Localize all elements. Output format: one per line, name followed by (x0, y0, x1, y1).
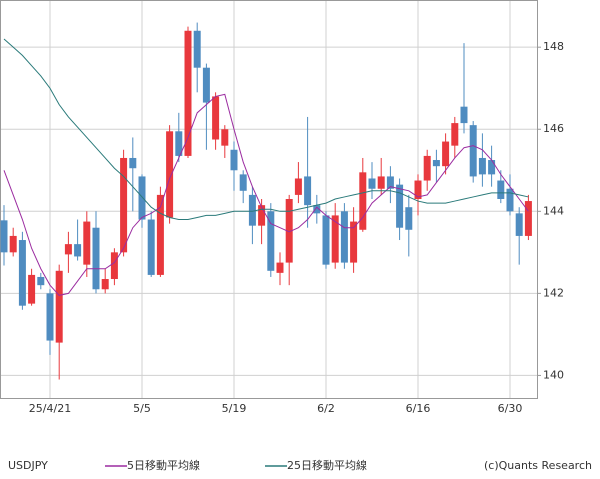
x-tick-label: 6/2 (317, 402, 335, 415)
candle-body (221, 129, 229, 146)
y-tick-label: 144 (543, 204, 564, 217)
candle-body (64, 244, 72, 255)
candle-body (506, 188, 514, 212)
candle-body (267, 211, 275, 271)
moving-average (3, 93, 529, 296)
candle-body (451, 123, 459, 146)
legend-label: 5日移動平均線 (127, 458, 200, 472)
candle-body (166, 131, 174, 218)
candle-body (386, 176, 394, 189)
candle-body (83, 221, 91, 265)
candle-body (239, 174, 247, 191)
candle-body (313, 205, 321, 214)
y-tick-label: 148 (543, 40, 564, 53)
candle-body (340, 211, 348, 263)
candle-body (156, 194, 164, 275)
candle-body (193, 30, 201, 68)
candle-body (469, 125, 477, 177)
candle-body (101, 279, 109, 290)
candle-body (28, 274, 36, 304)
x-tick-label: 5/19 (222, 402, 247, 415)
candle-body (515, 213, 523, 236)
candle-body (202, 67, 210, 103)
candle-body (432, 160, 440, 167)
candle-body (120, 157, 128, 253)
candle-body (460, 106, 468, 124)
candle-body (414, 180, 422, 199)
x-tick-label: 25/4/21 (29, 402, 71, 415)
candle-body (18, 240, 26, 306)
candle-body (478, 157, 486, 175)
candle-body (331, 215, 339, 263)
candle-body (92, 227, 100, 290)
candle-body (184, 30, 192, 156)
candle-body (497, 180, 505, 199)
x-tick-label: 5/5 (133, 402, 151, 415)
candle-body (46, 293, 54, 341)
candle-body (138, 176, 146, 220)
candle-body (359, 172, 367, 230)
candle-body (304, 176, 312, 206)
candle-body (129, 157, 137, 169)
y-tick-label: 146 (543, 122, 564, 135)
candle-body (368, 178, 376, 189)
candle-body (175, 131, 183, 156)
candle-body (350, 221, 358, 263)
candle-body (55, 270, 63, 343)
candle-body (37, 276, 45, 286)
candle-body (377, 176, 385, 189)
candle-body (147, 219, 155, 275)
candle-body (230, 149, 238, 171)
symbol: USDJPY (8, 459, 48, 472)
candle-body (322, 215, 330, 265)
candle-body (110, 252, 118, 280)
candle-body (212, 96, 220, 140)
candle-body (488, 160, 496, 175)
candle-body (285, 199, 293, 263)
candle-body (524, 201, 532, 236)
x-tick-label: 6/16 (406, 402, 431, 415)
candle-body (442, 141, 450, 167)
candle-body (74, 244, 82, 257)
credit: (c)Quants Research (484, 459, 592, 472)
legend-label: 25日移動平均線 (287, 458, 367, 472)
candle-body (423, 155, 431, 181)
candle-body (9, 235, 17, 253)
candle-body (0, 220, 8, 253)
moving-average (3, 38, 529, 221)
candle-body (396, 184, 404, 228)
candle-body (405, 207, 413, 230)
candle-body (248, 194, 256, 226)
candle-body (276, 262, 284, 273)
candle-body (294, 178, 302, 195)
y-tick-label: 140 (543, 368, 564, 381)
plot-frame (0, 0, 538, 399)
candle-body (258, 205, 266, 226)
x-tick-label: 6/30 (498, 402, 523, 415)
y-tick-label: 142 (543, 286, 564, 299)
